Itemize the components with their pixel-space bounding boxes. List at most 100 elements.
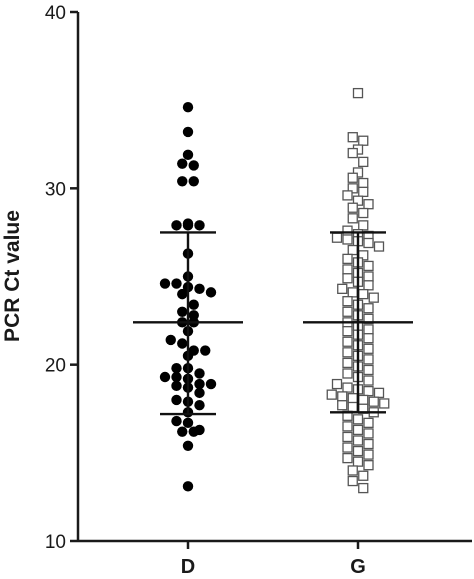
point-G	[373, 387, 385, 399]
point-G	[342, 336, 353, 347]
point-G	[358, 156, 369, 168]
point-G	[363, 199, 374, 210]
point-G	[347, 172, 358, 183]
point-G	[342, 234, 353, 245]
point-G	[363, 271, 374, 282]
point-D	[182, 102, 194, 113]
point-G	[358, 482, 369, 494]
point-G	[358, 135, 369, 146]
point-D	[171, 394, 182, 406]
point-D	[188, 176, 199, 187]
point-G	[379, 398, 390, 409]
point-G	[363, 449, 374, 460]
point-D	[177, 426, 188, 437]
point-G	[337, 391, 348, 402]
y-tick-label: 40	[45, 3, 66, 24]
point-G	[342, 306, 353, 317]
point-G	[358, 186, 369, 198]
point-G	[342, 225, 353, 236]
point-G	[352, 456, 364, 467]
point-G	[363, 324, 374, 335]
point-D	[188, 426, 199, 437]
point-G	[342, 431, 353, 443]
point-G	[363, 343, 374, 354]
point-D	[205, 378, 217, 390]
point-G	[342, 442, 353, 453]
point-D	[171, 278, 182, 289]
point-G	[358, 470, 369, 481]
point-D	[177, 176, 188, 187]
y-axis-title: PCR Ct value	[1, 210, 24, 342]
point-G	[347, 202, 358, 213]
point-G	[363, 460, 374, 471]
point-G	[342, 382, 353, 393]
point-G	[363, 354, 374, 365]
point-G	[352, 435, 364, 446]
point-G	[352, 424, 364, 436]
point-G	[363, 375, 374, 386]
point-D	[177, 288, 188, 300]
point-D	[182, 417, 194, 429]
point-D	[194, 378, 205, 390]
point-G	[363, 280, 374, 291]
point-G	[347, 132, 358, 143]
point-G	[363, 237, 374, 249]
point-D	[182, 126, 194, 138]
point-D	[171, 380, 182, 392]
mean-sd-bars	[133, 231, 413, 416]
point-G	[342, 357, 353, 369]
point-G	[342, 273, 353, 284]
point-D	[177, 158, 188, 169]
point-G	[347, 183, 358, 194]
point-G	[342, 296, 353, 307]
point-G	[352, 414, 364, 425]
point-D	[188, 299, 199, 310]
point-G	[358, 288, 369, 300]
point-G	[363, 385, 374, 397]
point-G	[358, 177, 369, 189]
y-tick-label: 10	[45, 532, 66, 553]
point-D	[159, 278, 171, 289]
point-G	[352, 195, 364, 206]
point-G	[337, 400, 348, 411]
point-G	[363, 428, 374, 439]
point-G	[368, 292, 379, 303]
point-G	[352, 445, 364, 457]
point-G	[342, 190, 353, 201]
point-G	[373, 241, 385, 252]
point-D	[200, 345, 211, 356]
point-D	[182, 481, 194, 492]
y-tick-label: 30	[45, 179, 66, 200]
point-D	[194, 283, 205, 295]
point-G	[331, 378, 343, 390]
point-D	[182, 440, 194, 451]
point-G	[347, 147, 358, 159]
point-G	[358, 220, 369, 231]
point-G	[347, 244, 358, 256]
x-tick-label: G	[350, 556, 366, 578]
point-G	[347, 287, 358, 298]
point-G	[363, 303, 374, 314]
point-D	[205, 287, 217, 298]
point-G	[352, 87, 364, 99]
point-G	[363, 260, 374, 272]
point-G	[342, 253, 353, 265]
point-D	[171, 415, 182, 427]
point-D	[194, 387, 205, 399]
point-D	[165, 334, 176, 346]
point-G	[358, 207, 369, 219]
point-G	[326, 389, 337, 400]
point-G	[347, 401, 358, 413]
point-G	[342, 347, 353, 358]
x-tick-label: D	[181, 556, 195, 578]
point-D	[194, 220, 205, 231]
point-G	[363, 417, 374, 429]
point-D	[177, 306, 188, 317]
point-D	[171, 362, 182, 374]
point-G	[331, 232, 343, 243]
point-G	[342, 326, 353, 337]
point-D	[171, 371, 182, 383]
point-G	[347, 475, 358, 487]
point-D	[194, 368, 205, 379]
point-G	[342, 264, 353, 275]
